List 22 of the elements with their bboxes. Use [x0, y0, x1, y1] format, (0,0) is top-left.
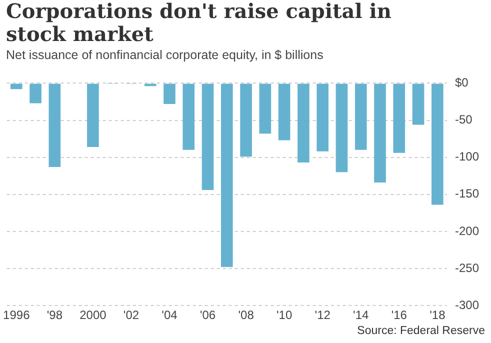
x-tick-label: 2000 — [80, 308, 107, 322]
x-tick-label: '18 — [430, 308, 446, 322]
y-tick-label: -150 — [454, 186, 480, 201]
y-tick-label: -250 — [454, 260, 480, 275]
y-tick-label: -100 — [454, 150, 480, 164]
x-tick-label: '16 — [391, 308, 408, 322]
chart-title: Corporations don't raise capital in stock market — [6, 0, 392, 46]
x-tick-label: '98 — [46, 308, 63, 322]
y-tick-label: $0 — [454, 76, 469, 90]
x-tick-label: '06 — [200, 308, 216, 322]
x-tick-label: '10 — [276, 308, 292, 322]
x-tick-label: '12 — [314, 308, 331, 322]
x-tick-label: '08 — [238, 308, 254, 322]
y-tick-label: -300 — [454, 298, 480, 312]
x-tick-label: '02 — [123, 308, 140, 322]
y-tick-label: -200 — [454, 224, 480, 238]
y-tick-label: -50 — [454, 112, 473, 127]
source-note: Source: Federal Reserve — [357, 325, 485, 337]
x-tick-label: 1996 — [3, 308, 30, 322]
x-tick-label: '04 — [162, 308, 178, 322]
x-tick-label: '14 — [353, 308, 370, 322]
chart-subtitle: Net issuance of nonfinancial corporate equity, in $ billions — [6, 48, 324, 62]
